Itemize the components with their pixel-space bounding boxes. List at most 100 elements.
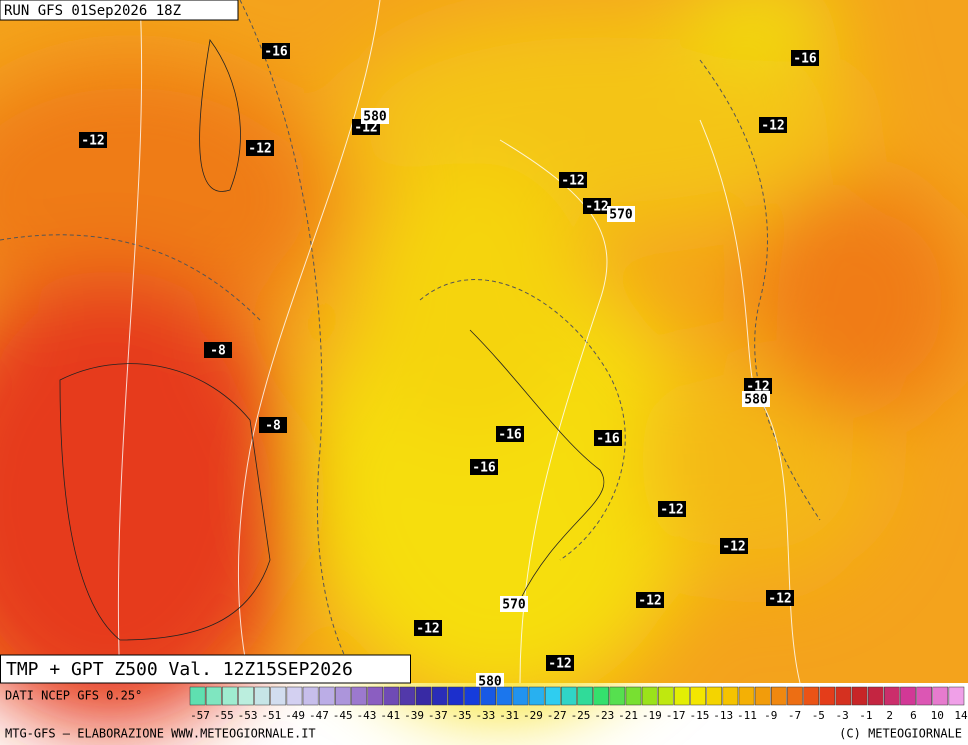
colorbar-swatch bbox=[819, 686, 836, 706]
colorbar-swatch bbox=[722, 686, 739, 706]
colorbar-swatch bbox=[383, 686, 400, 706]
colorbar-label: -39 bbox=[404, 709, 424, 722]
colorbar-swatch bbox=[512, 686, 529, 706]
coastlines bbox=[59, 39, 605, 641]
colorbar-label: -27 bbox=[547, 709, 567, 722]
colorbar-label: -1 bbox=[859, 709, 872, 722]
temperature-label-box bbox=[414, 620, 442, 636]
colorbar-label: -45 bbox=[333, 709, 353, 722]
temperature-label: -12 bbox=[660, 503, 683, 518]
colorbar-swatch bbox=[399, 686, 416, 706]
temperature-label-box bbox=[262, 43, 290, 59]
colorbar-swatch bbox=[754, 686, 771, 706]
temperature-label-box bbox=[246, 140, 274, 156]
colorbar-label: -57 bbox=[190, 709, 210, 722]
colorbar-swatch bbox=[238, 686, 254, 706]
colorbar-label: 10 bbox=[931, 709, 944, 722]
colorbar-swatch bbox=[932, 686, 949, 706]
temperature-label-box bbox=[594, 430, 622, 446]
colorbar: -57 -55 -53 -51 -49 -47 -45 -43 -41 -39 -37 -35 -33-… bbox=[189, 686, 968, 722]
colorbar-swatch bbox=[690, 686, 706, 706]
colorbar-swatch bbox=[771, 686, 787, 706]
colorbar-label: -31 bbox=[499, 709, 519, 722]
temperature-label: -12 bbox=[248, 142, 271, 157]
temperature-label-box bbox=[791, 50, 819, 66]
temperature-label-box bbox=[766, 590, 794, 606]
colorbar-swatch bbox=[528, 686, 545, 706]
colorbar-swatch bbox=[270, 686, 287, 706]
header-box: RUN GFS 01Sep2026 18Z bbox=[0, 0, 239, 21]
colorbar-swatch bbox=[205, 686, 222, 706]
colorbar-swatch bbox=[367, 686, 383, 706]
temperature-label-box bbox=[546, 655, 574, 671]
temperature-label-box bbox=[79, 132, 107, 148]
temperature-label: -8 bbox=[265, 419, 281, 434]
colorbar-label: -11 bbox=[737, 709, 757, 722]
temperature-label-box bbox=[720, 538, 748, 554]
colorbar-label: -13 bbox=[713, 709, 733, 722]
height-label-box bbox=[361, 108, 389, 124]
colorbar-label: -43 bbox=[357, 709, 377, 722]
colorbar-label: -17 bbox=[666, 709, 686, 722]
colorbar-label: 2 bbox=[886, 709, 893, 722]
colorbar-swatch bbox=[851, 686, 868, 706]
temperature-label: -12 bbox=[768, 592, 791, 607]
temperature-label-box bbox=[496, 426, 524, 442]
colorbar-swatch bbox=[738, 686, 755, 706]
colorbar-label: -53 bbox=[238, 709, 258, 722]
temperature-label: -12 bbox=[81, 134, 104, 149]
colorbar-label: 6 bbox=[910, 709, 917, 722]
colorbar-label: -9 bbox=[764, 709, 777, 722]
colorbar-swatch bbox=[464, 686, 480, 706]
temperature-label: -16 bbox=[264, 45, 288, 60]
height-label: 580 bbox=[478, 675, 502, 690]
colorbar-swatch bbox=[577, 686, 593, 706]
colorbar-label: -23 bbox=[594, 709, 614, 722]
colorbar-swatch bbox=[544, 686, 561, 706]
colorbar-swatch bbox=[803, 686, 819, 706]
colorbar-label: -51 bbox=[261, 709, 281, 722]
colorbar-swatch bbox=[867, 686, 884, 706]
colorbar-swatch bbox=[900, 686, 916, 706]
colorbar-label: -41 bbox=[380, 709, 400, 722]
colorbar-swatch bbox=[706, 686, 723, 706]
colorbar-swatch bbox=[916, 686, 932, 706]
colorbar-label: -15 bbox=[689, 709, 709, 722]
colorbar-label: -29 bbox=[523, 709, 543, 722]
temperature-label: -8 bbox=[210, 344, 226, 359]
colorbar-swatch bbox=[318, 686, 335, 706]
temperature-label: -12 bbox=[746, 380, 769, 395]
temperature-label: -16 bbox=[498, 428, 522, 443]
height-label-box bbox=[476, 673, 504, 689]
colorbar-label: -3 bbox=[835, 709, 848, 722]
colorbar-swatch bbox=[884, 686, 900, 706]
colorbar-label: -33 bbox=[475, 709, 495, 722]
colorbar-swatch bbox=[835, 686, 852, 706]
colorbar-swatch bbox=[674, 686, 690, 706]
temperature-label-box bbox=[559, 172, 587, 188]
colorbar-label: -5 bbox=[812, 709, 825, 722]
temperature-label-box bbox=[744, 378, 772, 394]
colorbar-swatch bbox=[254, 686, 270, 706]
temperature-label-box bbox=[204, 342, 232, 358]
temperature-field bbox=[0, 0, 968, 730]
run-label: RUN GFS 01Sep2026 18Z bbox=[4, 3, 181, 19]
colorbar-swatch bbox=[609, 686, 626, 706]
colorbar-swatch bbox=[948, 686, 965, 706]
colorbar-swatch bbox=[415, 686, 432, 706]
colorbar-label: -47 bbox=[309, 709, 329, 722]
temperature-label: -12 bbox=[761, 119, 784, 134]
source-text: DATI NCEP GFS 0.25° bbox=[5, 689, 142, 703]
colorbar-label: -7 bbox=[788, 709, 801, 722]
temperature-label: -12 bbox=[354, 121, 377, 136]
temperature-label-box bbox=[259, 417, 287, 433]
colorbar-label: -37 bbox=[428, 709, 448, 722]
colorbar-swatch bbox=[561, 686, 577, 706]
colorbar-label: -35 bbox=[452, 709, 472, 722]
height-label: 580 bbox=[744, 393, 768, 408]
colorbar-swatch bbox=[593, 686, 610, 706]
temperature-label: -12 bbox=[585, 200, 608, 215]
colorbar-label: -49 bbox=[285, 709, 305, 722]
temperature-label: -16 bbox=[472, 461, 496, 476]
